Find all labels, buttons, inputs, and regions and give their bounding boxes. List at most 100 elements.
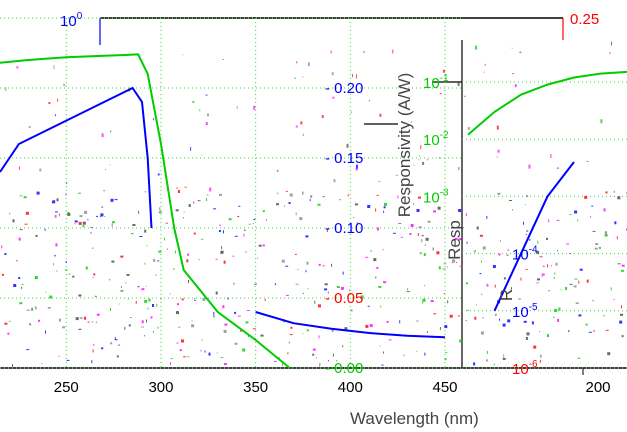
- noise-dot: [93, 273, 96, 276]
- noise-dot: [100, 216, 102, 218]
- noise-dot: [147, 307, 149, 310]
- noise-dot: [439, 157, 441, 159]
- noise-dot: [413, 164, 415, 166]
- inset-x-tick-label-200: 200: [585, 379, 610, 396]
- x-axis-title: Wavelength (nm): [350, 409, 479, 428]
- noise-dot: [382, 249, 384, 251]
- noise-dot: [447, 300, 449, 304]
- noise-dot: [131, 233, 134, 235]
- noise-dot: [346, 143, 349, 148]
- noise-dot: [227, 297, 229, 300]
- noise-dot: [398, 223, 402, 224]
- noise-dot: [439, 93, 442, 95]
- noise-dot: [379, 113, 382, 117]
- noise-dot: [312, 353, 315, 356]
- x-tick-label-400: 400: [338, 379, 363, 396]
- noise-dot: [419, 252, 422, 255]
- noise-dot: [542, 265, 545, 267]
- inset-y-tick-base: 10: [423, 132, 440, 149]
- noise-dot: [452, 259, 456, 263]
- noise-dot: [276, 203, 279, 206]
- noise-dot: [178, 190, 180, 193]
- noise-dot: [222, 305, 225, 309]
- noise-dot: [351, 111, 352, 114]
- noise-dot: [26, 349, 30, 351]
- noise-dot: [548, 219, 550, 223]
- noise-dot: [383, 210, 385, 213]
- noise-dot: [13, 284, 17, 287]
- noise-dot: [306, 329, 309, 332]
- noise-dot: [525, 268, 528, 270]
- noise-dot: [401, 134, 403, 137]
- noise-dot: [617, 263, 621, 265]
- noise-dot: [369, 324, 373, 328]
- noise-dot: [199, 109, 201, 112]
- noise-dot: [35, 234, 38, 237]
- noise-dot: [322, 265, 325, 267]
- noise-dot: [68, 273, 71, 275]
- noise-dot: [595, 243, 599, 246]
- noise-dot: [118, 303, 120, 305]
- noise-dot: [420, 145, 422, 150]
- noise-dot: [74, 220, 78, 223]
- noise-dot: [16, 66, 19, 69]
- noise-dot: [541, 273, 545, 276]
- noise-dot: [476, 226, 479, 230]
- noise-dot: [53, 263, 54, 266]
- noise-dot: [451, 262, 454, 264]
- noise-dot: [194, 300, 196, 301]
- noise-dot: [21, 284, 24, 286]
- noise-dot: [486, 350, 488, 354]
- noise-dot: [62, 326, 66, 329]
- noise-dot: [326, 229, 328, 233]
- noise-dot: [104, 216, 106, 217]
- noise-dot: [234, 342, 238, 345]
- noise-dot: [506, 254, 509, 256]
- noise-dot: [422, 161, 425, 165]
- noise-dot: [503, 354, 505, 358]
- noise-dot: [621, 264, 625, 267]
- noise-dot: [55, 243, 58, 247]
- noise-dot: [533, 345, 537, 349]
- noise-dot: [290, 326, 293, 329]
- noise-dot: [36, 191, 40, 195]
- noise-dot: [333, 179, 336, 183]
- noise-dot: [413, 203, 415, 205]
- noise-dot: [72, 275, 75, 278]
- noise-dot: [603, 315, 606, 317]
- noise-dot: [554, 309, 558, 312]
- noise-dot: [526, 195, 529, 198]
- noise-dot: [577, 357, 581, 359]
- noise-dot: [111, 223, 113, 227]
- inset-y-tick-exponent: -6: [529, 359, 538, 370]
- noise-dot: [157, 326, 159, 329]
- noise-dot: [109, 279, 111, 281]
- noise-dot: [314, 300, 316, 304]
- noise-dot: [206, 194, 209, 196]
- noise-dot: [331, 329, 334, 332]
- noise-dot: [183, 356, 187, 358]
- noise-dot: [127, 298, 129, 300]
- noise-dot: [56, 198, 59, 202]
- noise-dot: [92, 247, 94, 249]
- noise-dot: [221, 246, 223, 250]
- noise-dot: [26, 309, 30, 311]
- noise-dot: [245, 321, 249, 324]
- noise-dot: [223, 260, 226, 264]
- noise-dot: [481, 293, 483, 295]
- noise-dot: [187, 253, 189, 256]
- noise-dot: [144, 229, 147, 233]
- noise-dot: [507, 249, 510, 251]
- noise-dot: [376, 266, 379, 269]
- inset-y-tick-label: 10-1: [423, 73, 449, 92]
- noise-dot: [578, 314, 582, 317]
- noise-dot: [295, 212, 297, 216]
- noise-dot: [442, 268, 446, 270]
- noise-dot: [411, 121, 413, 123]
- noise-dot: [212, 315, 215, 318]
- noise-dot: [170, 358, 173, 360]
- noise-dot: [125, 282, 127, 284]
- noise-dot: [482, 246, 486, 250]
- noise-dot: [514, 84, 517, 88]
- noise-dot: [207, 113, 209, 117]
